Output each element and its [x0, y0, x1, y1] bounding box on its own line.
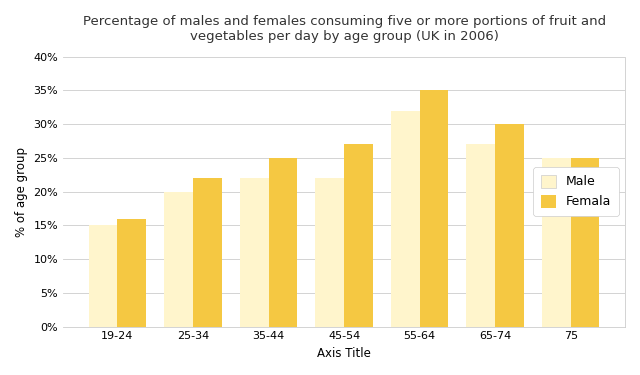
Y-axis label: % of age group: % of age group	[15, 147, 28, 237]
Bar	[316, 178, 344, 327]
Bar	[89, 225, 117, 327]
Bar	[495, 124, 524, 327]
Bar	[571, 158, 600, 327]
X-axis label: Axis Title: Axis Title	[317, 347, 371, 360]
Bar	[269, 158, 297, 327]
Bar	[164, 192, 193, 327]
Title: Percentage of males and females consuming five or more portions of fruit and
veg: Percentage of males and females consumin…	[83, 15, 605, 43]
Bar	[193, 178, 221, 327]
Bar	[542, 158, 571, 327]
Bar	[391, 111, 420, 327]
Bar	[117, 219, 146, 327]
Bar	[420, 90, 449, 327]
Bar	[240, 178, 269, 327]
Legend: Male, Femala: Male, Femala	[533, 167, 619, 216]
Bar	[467, 144, 495, 327]
Bar	[344, 144, 372, 327]
